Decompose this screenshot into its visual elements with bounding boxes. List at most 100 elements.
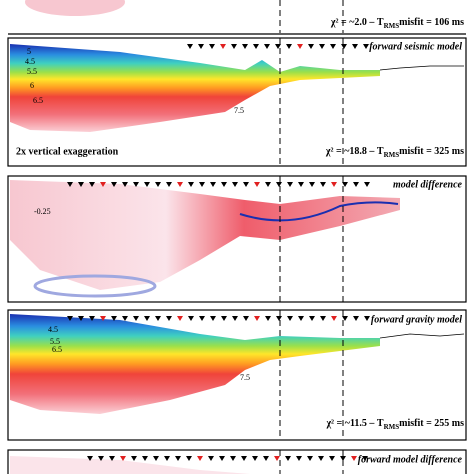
topography	[379, 333, 465, 339]
station-marker	[341, 44, 347, 49]
contour-label: 5.5	[50, 337, 60, 346]
station-marker	[265, 182, 271, 187]
station-marker	[208, 456, 214, 461]
station-marker	[111, 316, 117, 321]
station-marker	[318, 456, 324, 461]
station-marker	[78, 316, 84, 321]
station-marker	[276, 316, 282, 321]
station-marker	[144, 182, 150, 187]
station-marker	[320, 316, 326, 321]
station-marker	[265, 316, 271, 321]
station-marker	[120, 456, 126, 461]
difference-contour	[239, 201, 399, 222]
station-marker	[351, 456, 357, 461]
station-marker	[166, 316, 172, 321]
station-marker	[220, 44, 226, 49]
station-marker	[87, 456, 93, 461]
model-blob	[25, 0, 125, 16]
station-marker	[331, 182, 337, 187]
station-marker	[308, 44, 314, 49]
station-marker	[177, 182, 183, 187]
station-marker	[331, 316, 337, 321]
station-marker	[254, 316, 260, 321]
station-marker	[89, 182, 95, 187]
contour-label: 5.5	[27, 67, 37, 76]
station-marker	[109, 456, 115, 461]
station-marker	[155, 182, 161, 187]
station-marker	[309, 182, 315, 187]
misfit-suffix: misfit = 255 ms	[399, 418, 464, 429]
misfit-suffix: misfit = 106 ms	[399, 17, 464, 28]
station-marker	[352, 44, 358, 49]
station-marker	[153, 456, 159, 461]
velocity-model	[10, 314, 380, 414]
station-marker	[329, 456, 335, 461]
station-marker	[298, 182, 304, 187]
station-marker	[253, 44, 259, 49]
station-marker	[122, 182, 128, 187]
station-marker	[242, 44, 248, 49]
station-marker	[298, 316, 304, 321]
station-marker	[210, 316, 216, 321]
difference-contour	[33, 274, 157, 298]
contour-label: 5	[27, 47, 31, 56]
station-marker	[100, 182, 106, 187]
station-marker	[276, 182, 282, 187]
station-marker	[197, 456, 203, 461]
station-marker	[67, 182, 73, 187]
panel-title: forward seismic model	[369, 41, 462, 52]
station-marker	[232, 182, 238, 187]
panel-2: forward seismic model 5 4.5 5.5 6 6.5 7.…	[7, 37, 467, 167]
station-marker	[209, 44, 215, 49]
station-marker	[187, 44, 193, 49]
station-marker	[364, 316, 370, 321]
station-marker	[133, 182, 139, 187]
contour-label: 6.5	[33, 96, 43, 105]
misfit-prefix: χ² = ~2.0 – T	[330, 17, 384, 28]
contour-label: 7.5	[234, 106, 244, 115]
panel-title: forward gravity model	[371, 314, 462, 325]
station-marker	[254, 182, 260, 187]
station-marker	[264, 44, 270, 49]
station-marker	[353, 182, 359, 187]
station-marker	[98, 456, 104, 461]
contour-label: -0.25	[34, 207, 51, 216]
contour-label: 4.5	[25, 57, 35, 66]
station-marker	[188, 316, 194, 321]
panel-5: forward model difference	[7, 449, 467, 474]
misfit-subscript: RMS	[384, 22, 400, 30]
misfit-suffix: misfit = 325 ms	[399, 146, 464, 157]
station-marker	[231, 44, 237, 49]
station-marker	[320, 182, 326, 187]
station-marker	[275, 44, 281, 49]
station-marker	[263, 456, 269, 461]
station-marker	[340, 456, 346, 461]
station-marker	[177, 316, 183, 321]
station-marker	[285, 456, 291, 461]
station-marker	[100, 316, 106, 321]
station-marker	[164, 456, 170, 461]
contour-label: 4.5	[48, 325, 58, 334]
misfit-subscript: RMS	[384, 423, 400, 431]
station-marker	[186, 456, 192, 461]
station-marker	[286, 44, 292, 49]
station-marker	[111, 182, 117, 187]
station-marker	[232, 316, 238, 321]
panel-frame	[7, 449, 467, 474]
station-marker	[221, 182, 227, 187]
station-marker	[252, 456, 258, 461]
station-marker	[230, 456, 236, 461]
difference-model	[10, 180, 400, 290]
panel-title: forward model difference	[358, 454, 463, 465]
station-marker	[122, 316, 128, 321]
station-marker	[219, 456, 225, 461]
station-marker	[199, 316, 205, 321]
station-marker	[296, 456, 302, 461]
topography	[379, 65, 464, 71]
station-marker	[364, 182, 370, 187]
station-marker	[175, 456, 181, 461]
stations	[67, 44, 370, 461]
panel-frame	[7, 37, 467, 167]
panel-title: model difference	[393, 179, 463, 190]
station-marker	[221, 316, 227, 321]
